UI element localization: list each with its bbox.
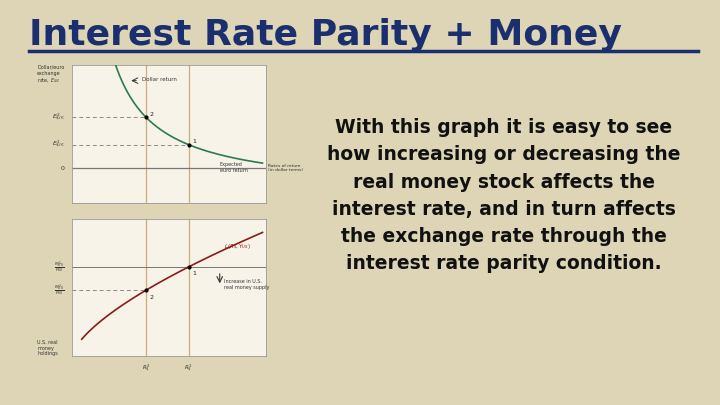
Text: With this graph it is easy to see
how increasing or decreasing the
real money st: With this graph it is easy to see how in… [328,118,680,273]
Text: $R^1_\$$: $R^1_\$$ [184,363,193,374]
Text: Dollar return: Dollar return [142,77,177,82]
Text: 1: 1 [192,271,197,276]
Text: $L(R_\$, Y_{US})$: $L(R_\$, Y_{US})$ [224,243,251,252]
Text: 2: 2 [150,294,154,300]
Text: $\frac{M^1_{US}}{P_{US}}$: $\frac{M^1_{US}}{P_{US}}$ [54,259,64,275]
Text: Increase in U.S.
real money supply: Increase in U.S. real money supply [224,279,269,290]
Text: $E^2_{\$/€}$: $E^2_{\$/€}$ [52,111,64,123]
Text: Expected
euro return: Expected euro return [220,162,248,173]
Text: 2: 2 [150,112,154,117]
Text: Rates of return
(in dollar terms): Rates of return (in dollar terms) [269,164,303,173]
Text: Dollar/euro
exchange
rate, $E_{\$/€}$: Dollar/euro exchange rate, $E_{\$/€}$ [37,65,64,86]
Text: $\frac{M^2_{US}}{P_{US}}$: $\frac{M^2_{US}}{P_{US}}$ [54,282,64,298]
Text: U.S. real
money
holdings: U.S. real money holdings [37,340,58,356]
Text: 0: 0 [60,166,64,171]
Text: 1: 1 [192,139,197,144]
Text: $R^2_\$$: $R^2_\$$ [142,363,150,374]
Text: $E^1_{\$/€}$: $E^1_{\$/€}$ [52,139,64,150]
Text: Interest Rate Parity + Money: Interest Rate Parity + Money [29,18,621,52]
